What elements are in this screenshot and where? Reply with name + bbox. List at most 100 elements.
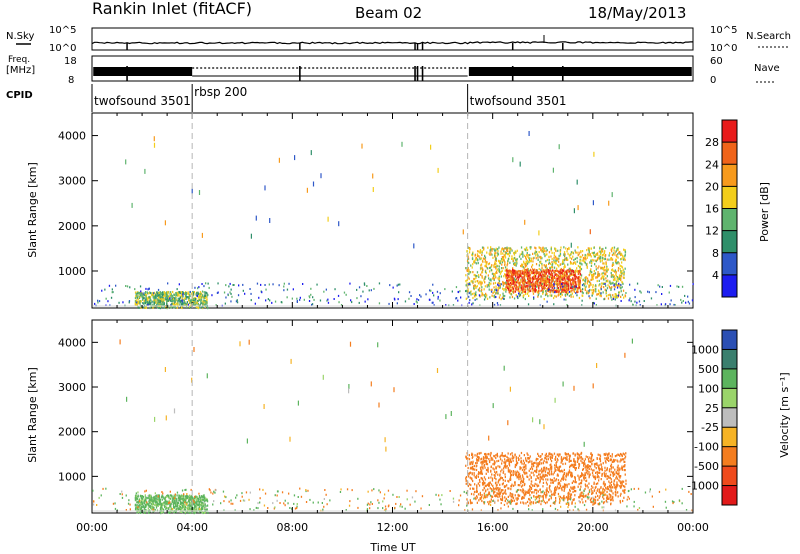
range-cell bbox=[577, 254, 579, 257]
range-cell bbox=[546, 489, 548, 492]
range-cell bbox=[617, 284, 619, 287]
range-cell bbox=[589, 253, 591, 256]
range-cell bbox=[483, 257, 485, 260]
range-cell bbox=[506, 264, 508, 267]
range-cell bbox=[538, 267, 540, 271]
range-cell bbox=[591, 260, 593, 263]
range-cell bbox=[566, 288, 568, 291]
range-cell bbox=[507, 272, 509, 275]
range-cell bbox=[278, 157, 280, 163]
range-cell bbox=[601, 259, 603, 262]
range-cell bbox=[514, 278, 517, 282]
range-cell bbox=[597, 271, 599, 274]
range-cell bbox=[497, 248, 499, 251]
range-cell bbox=[564, 282, 566, 285]
range-cell bbox=[525, 275, 527, 278]
range-cell bbox=[526, 292, 529, 295]
range-cell bbox=[565, 502, 567, 505]
range-cell bbox=[179, 501, 182, 504]
range-cell bbox=[548, 473, 551, 476]
range-cell bbox=[589, 498, 592, 501]
range-cell bbox=[567, 270, 569, 273]
range-cell bbox=[612, 261, 614, 265]
range-cell bbox=[188, 499, 190, 503]
freq-tick-bottom: 8 bbox=[68, 75, 74, 86]
range-cell bbox=[602, 291, 604, 294]
range-cell bbox=[624, 255, 626, 258]
range-cell bbox=[516, 249, 518, 252]
range-cell bbox=[542, 289, 545, 292]
range-cell bbox=[558, 265, 560, 268]
range-cell bbox=[469, 248, 471, 251]
range-cell bbox=[190, 503, 192, 506]
range-cell bbox=[179, 291, 181, 294]
range-cell bbox=[470, 264, 472, 267]
range-cell bbox=[144, 494, 146, 497]
range-cell bbox=[167, 495, 170, 498]
range-cell bbox=[621, 465, 623, 468]
range-cell bbox=[196, 295, 198, 297]
range-cell bbox=[522, 253, 524, 256]
range-cell bbox=[175, 497, 177, 500]
range-cell bbox=[497, 264, 499, 267]
range-cell bbox=[571, 270, 573, 273]
range-cell bbox=[194, 303, 197, 306]
range-cell bbox=[550, 479, 552, 482]
range-cell bbox=[484, 254, 486, 257]
range-cell bbox=[536, 475, 538, 478]
range-cell bbox=[536, 485, 538, 488]
range-cell bbox=[529, 253, 531, 257]
range-cell bbox=[200, 495, 203, 498]
range-cell bbox=[608, 480, 610, 483]
range-cell bbox=[188, 498, 190, 501]
range-cell bbox=[491, 249, 493, 252]
range-cell bbox=[572, 262, 574, 265]
range-cell bbox=[574, 249, 576, 252]
range-cell bbox=[203, 291, 205, 294]
range-cell bbox=[499, 474, 501, 477]
range-cell bbox=[598, 274, 600, 277]
range-cell bbox=[142, 495, 145, 499]
range-cell bbox=[613, 482, 615, 485]
range-cell bbox=[524, 263, 526, 266]
range-cell bbox=[125, 285, 127, 287]
range-cell bbox=[537, 277, 539, 280]
range-cell bbox=[617, 495, 619, 498]
range-cell bbox=[604, 469, 606, 472]
range-cell bbox=[489, 481, 491, 484]
range-cell bbox=[557, 249, 559, 252]
range-cell bbox=[153, 498, 156, 501]
range-cell bbox=[530, 483, 532, 486]
range-cell bbox=[201, 283, 203, 285]
range-cell bbox=[533, 273, 536, 277]
range-cell bbox=[504, 485, 507, 488]
range-cell bbox=[581, 304, 583, 307]
range-cell bbox=[569, 267, 572, 270]
range-cell bbox=[561, 477, 563, 480]
range-cell bbox=[509, 284, 511, 287]
range-cell bbox=[156, 494, 158, 497]
range-cell bbox=[216, 292, 219, 294]
range-cell bbox=[477, 262, 479, 265]
range-cell bbox=[594, 499, 597, 502]
range-cell bbox=[206, 295, 208, 298]
range-cell bbox=[578, 496, 580, 499]
nsearch-label: N.Search bbox=[746, 31, 791, 42]
range-cell bbox=[519, 293, 521, 296]
range-cell bbox=[527, 274, 529, 277]
range-cell bbox=[546, 284, 549, 287]
range-cell bbox=[491, 477, 494, 480]
range-cell bbox=[168, 297, 170, 300]
range-cell bbox=[502, 294, 504, 297]
range-cell bbox=[569, 464, 571, 467]
range-cell bbox=[563, 266, 565, 269]
range-cell bbox=[160, 512, 162, 515]
range-cell bbox=[524, 265, 526, 268]
range-cell bbox=[623, 272, 625, 275]
range-cell bbox=[509, 249, 511, 252]
range-cell bbox=[560, 291, 563, 294]
range-cell bbox=[527, 255, 529, 258]
range-cell bbox=[349, 282, 351, 285]
range-cell bbox=[624, 249, 626, 252]
range-cell bbox=[594, 465, 596, 468]
